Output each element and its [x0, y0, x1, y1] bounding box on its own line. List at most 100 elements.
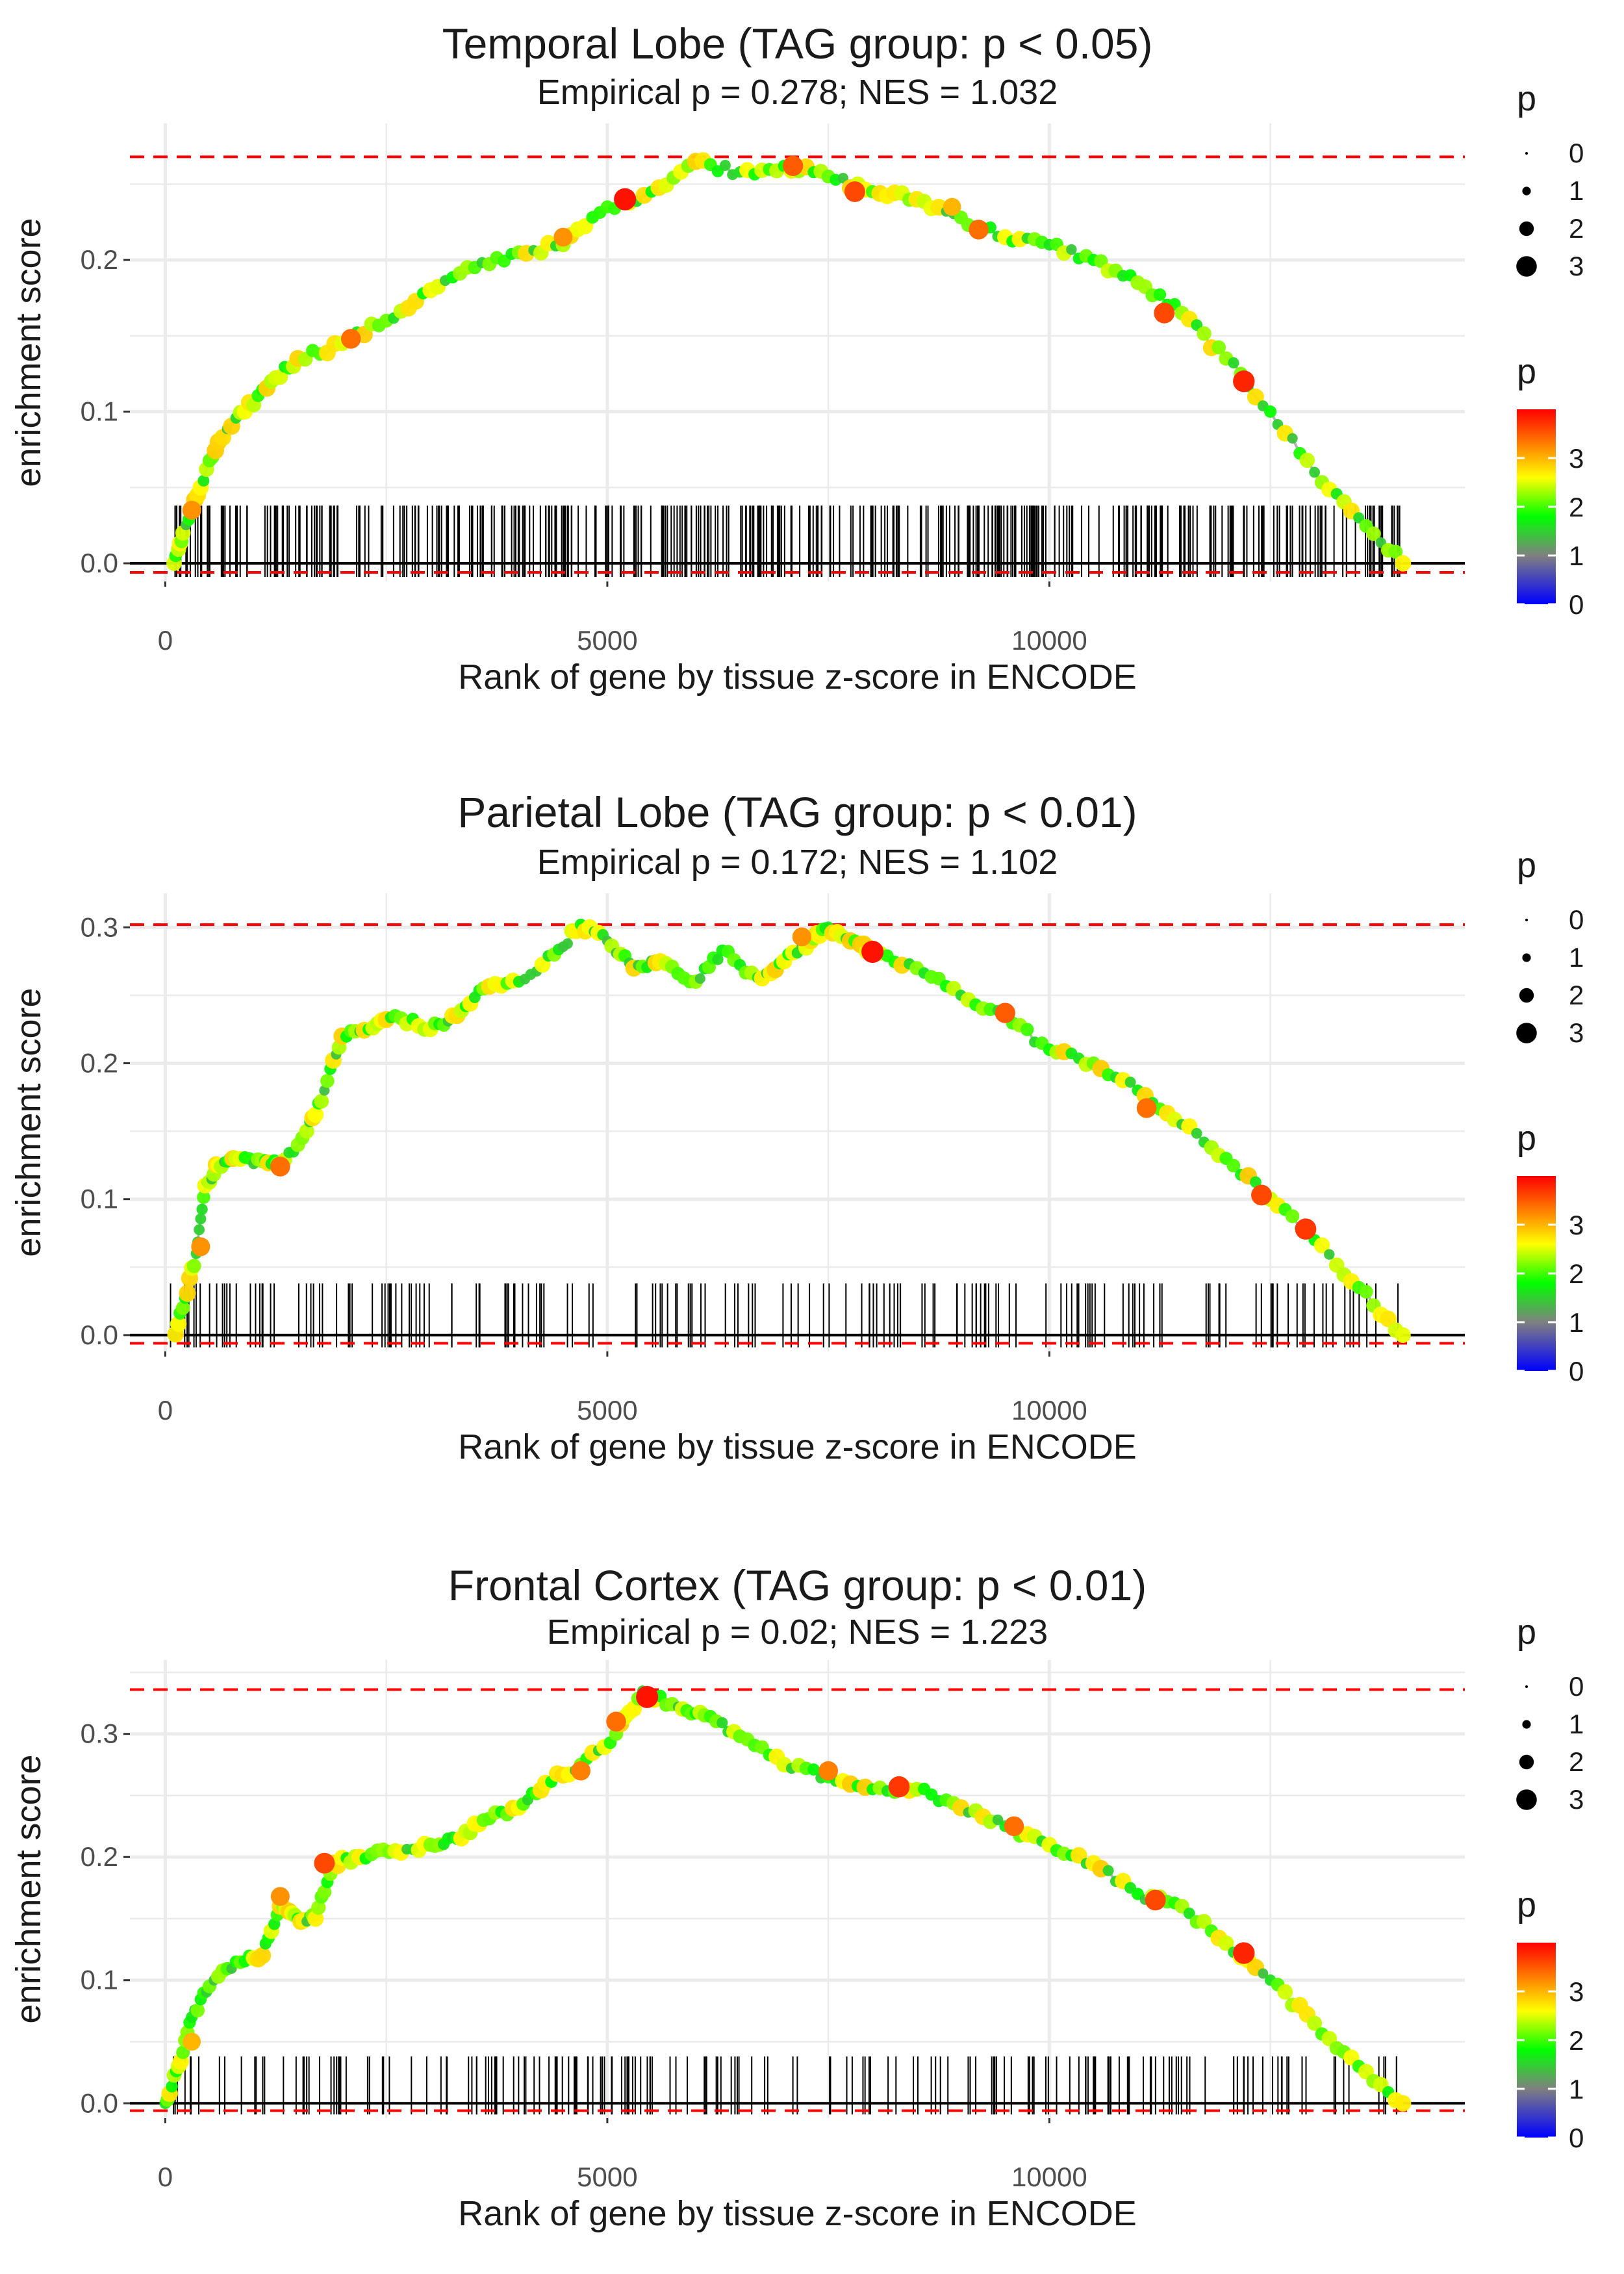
- size-legend-title: p: [1517, 1613, 1536, 1652]
- es-point-highlight: [1004, 1816, 1024, 1837]
- es-point-highlight: [995, 1003, 1015, 1023]
- size-legend-label: 2: [1569, 980, 1584, 1010]
- chart-subtitle: Empirical p = 0.172; NES = 1.102: [537, 843, 1058, 882]
- es-point-highlight: [182, 500, 201, 520]
- es-point: [320, 1073, 335, 1088]
- y-tick-label: 0.3: [81, 1718, 118, 1749]
- legend: p 0 1 2 3 p 3 2 1 0: [1516, 846, 1584, 1386]
- es-point: [1264, 405, 1277, 418]
- chart-title: Parietal Lobe (TAG group: p < 0.01): [457, 788, 1137, 836]
- es-point-highlight: [783, 155, 804, 176]
- color-legend-title: p: [1517, 352, 1536, 391]
- es-point-highlight: [636, 1685, 659, 1708]
- es-point: [197, 1190, 210, 1204]
- es-point: [1277, 1984, 1293, 2000]
- size-legend-label: 0: [1569, 904, 1584, 935]
- es-point: [1250, 1176, 1262, 1188]
- es-point: [190, 2003, 205, 2018]
- es-point: [1307, 2015, 1323, 2031]
- y-axis-label: enrichment score: [9, 218, 48, 487]
- es-point: [807, 1763, 820, 1776]
- es-point: [1212, 340, 1226, 355]
- es-point-highlight: [888, 1776, 910, 1798]
- color-legend-label: 1: [1569, 2074, 1584, 2104]
- chart-subtitle: Empirical p = 0.02; NES = 1.223: [547, 1613, 1048, 1652]
- es-point-highlight: [1251, 1184, 1272, 1206]
- es-point: [719, 160, 731, 171]
- size-legend-title: p: [1517, 79, 1536, 118]
- es-point: [1258, 1968, 1269, 1979]
- es-point: [1353, 512, 1365, 524]
- chart-panel-1: 0 5000 10000 0.0 0.1 0.2 Temporal Lobe (TAG gr…: [9, 19, 1584, 696]
- y-tick-label: 0.1: [81, 396, 118, 427]
- size-legend-key: [1516, 1789, 1537, 1810]
- es-point: [166, 2080, 178, 2093]
- size-legend-key: [1525, 919, 1528, 921]
- size-legend-label: 1: [1569, 1709, 1584, 1739]
- color-legend-label: 0: [1569, 1356, 1584, 1386]
- color-legend-label: 3: [1569, 443, 1584, 474]
- color-legend-title: p: [1517, 1885, 1536, 1924]
- y-axis-label: enrichment score: [9, 1754, 48, 2023]
- gene-rug: [173, 2056, 1397, 2115]
- es-point-highlight: [270, 1156, 290, 1177]
- x-tick-label: 5000: [577, 625, 637, 656]
- x-axis-label: Rank of gene by tissue z-score in ENCODE: [458, 658, 1136, 696]
- es-point: [1324, 1249, 1335, 1260]
- es-point: [1197, 326, 1212, 341]
- x-tick-label: 0: [158, 2162, 173, 2192]
- gridlines: [130, 893, 1465, 1351]
- color-legend-label: 3: [1569, 1976, 1584, 2007]
- size-legend-label: 1: [1569, 175, 1584, 206]
- es-point: [196, 1203, 208, 1216]
- es-point: [1287, 433, 1298, 444]
- es-point: [272, 369, 288, 385]
- es-point: [694, 973, 705, 984]
- size-legend-label: 3: [1569, 1017, 1584, 1048]
- es-point-highlight: [844, 181, 865, 203]
- gene-rug: [174, 505, 1401, 577]
- es-point: [1191, 1128, 1202, 1139]
- color-legend-label: 2: [1569, 1258, 1584, 1289]
- es-point-highlight: [1145, 1889, 1166, 1911]
- size-legend-key: [1519, 988, 1534, 1003]
- color-legend-label: 0: [1569, 2123, 1584, 2153]
- es-points: [167, 918, 1411, 1343]
- es-points: [159, 1685, 1412, 2112]
- es-point: [1228, 357, 1239, 369]
- x-tick-label: 5000: [577, 2162, 637, 2192]
- y-tick-label: 0.2: [81, 244, 118, 275]
- y-tick-label: 0.1: [81, 1184, 118, 1214]
- es-point: [179, 1284, 196, 1302]
- y-tick-label: 0.2: [81, 1841, 118, 1872]
- size-legend-key: [1516, 256, 1537, 277]
- es-point: [1218, 1935, 1234, 1951]
- y-tick-label: 0.1: [81, 1965, 118, 1995]
- es-point: [717, 1717, 728, 1729]
- size-legend-title: p: [1517, 846, 1536, 885]
- color-legend-label: 3: [1569, 1210, 1584, 1240]
- es-point: [712, 954, 724, 965]
- es-point-highlight: [553, 227, 573, 247]
- es-point: [992, 1814, 1004, 1826]
- es-point-highlight: [1154, 302, 1175, 324]
- y-tick-label: 0.0: [81, 2088, 118, 2118]
- color-legend-label: 2: [1569, 2025, 1584, 2056]
- chart-panel-2: 0 5000 10000 0.0 0.1 0.2 0.3 Parietal Lobe (TAG…: [9, 788, 1584, 1466]
- chart-title: Temporal Lobe (TAG group: p < 0.05): [442, 19, 1153, 68]
- es-point: [1299, 452, 1315, 468]
- es-point-highlight: [191, 1237, 210, 1257]
- es-point: [1395, 555, 1412, 572]
- es-point-highlight: [183, 2032, 201, 2051]
- color-legend-label: 0: [1569, 589, 1584, 620]
- es-point: [307, 1106, 324, 1123]
- es-point: [311, 1900, 326, 1915]
- es-points: [166, 152, 1412, 572]
- size-legend-key: [1519, 221, 1534, 236]
- es-point: [1102, 1865, 1114, 1876]
- x-tick-label: 5000: [577, 1395, 637, 1425]
- y-tick-label: 0.0: [81, 1320, 118, 1350]
- es-point: [1021, 1023, 1034, 1036]
- es-point: [194, 1224, 205, 1236]
- running-es-line: [173, 159, 1404, 565]
